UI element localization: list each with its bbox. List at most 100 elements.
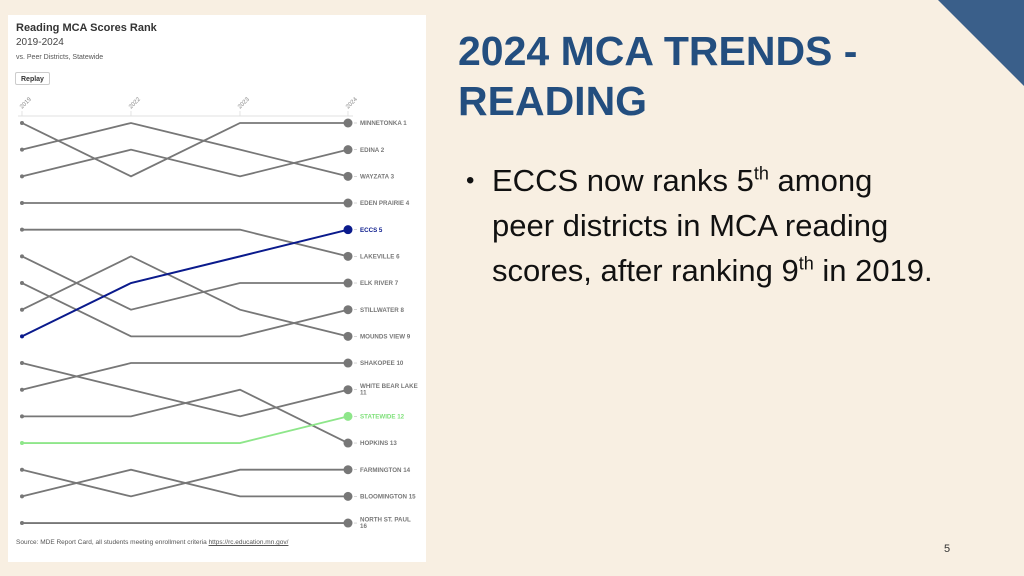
series-label: NORTH ST. PAUL 16 (360, 517, 411, 531)
chart-note: vs. Peer Districts, Statewide (16, 54, 104, 61)
series-label-line: LAKEVILLE 6 (360, 254, 400, 261)
end-point (343, 225, 353, 235)
series-label: FARMINGTON 14 (360, 467, 411, 474)
series-label: WAYZATA 3 (360, 174, 395, 181)
series-line-bloomington (21, 468, 348, 498)
series-line-mounds-view (21, 255, 349, 338)
end-point (343, 491, 353, 501)
series-label: SHAKOPEE 10 (360, 360, 404, 367)
x-tick-label: 2022 (128, 96, 142, 110)
end-point (343, 518, 353, 528)
start-point (20, 307, 24, 312)
end-point (343, 278, 353, 288)
bullet-text: ECCS now ranks 5th among peer districts … (492, 158, 942, 293)
start-point (20, 174, 24, 179)
start-point (20, 494, 24, 499)
start-point (20, 387, 24, 392)
end-point (343, 171, 353, 181)
end-point (343, 331, 353, 341)
series-label-line: SHAKOPEE 10 (360, 360, 404, 367)
start-point (20, 361, 24, 366)
series-line-hopkins (22, 388, 349, 444)
start-point (20, 147, 24, 152)
series-label-line: ELK RIVER 7 (360, 280, 399, 287)
start-point (20, 254, 24, 259)
slide-title: 2024 MCA TRENDS - READING (458, 28, 858, 124)
chart-title: Reading MCA Scores Rank (16, 22, 157, 34)
start-point (20, 441, 24, 446)
start-point (20, 201, 24, 206)
series-line-statewide (22, 415, 349, 444)
series-line-white-bear-lake (21, 362, 349, 418)
series-line-minnetonka (21, 122, 348, 178)
start-point (20, 121, 24, 125)
series-label-line: MINNETONKA 1 (360, 120, 407, 127)
start-point (20, 334, 24, 339)
series-label: BLOOMINGTON 15 (360, 494, 416, 501)
series-label-line: ECCS 5 (360, 227, 383, 234)
series-line-stillwater (21, 282, 349, 338)
start-point (20, 414, 24, 419)
end-point (343, 305, 353, 315)
x-tick-label: 2023 (237, 96, 251, 110)
series-label-line: BLOOMINGTON 15 (360, 494, 416, 501)
series-label-line: EDEN PRAIRIE 4 (360, 200, 410, 207)
end-point (343, 358, 353, 368)
series-label: HOPKINS 13 (360, 440, 397, 447)
end-point (343, 385, 353, 395)
start-point (20, 281, 24, 286)
series-line-eccs (21, 228, 349, 338)
replay-button[interactable]: Replay (15, 72, 50, 85)
series-label-line: FARMINGTON 14 (360, 467, 411, 474)
series-label-line: 16 (360, 523, 367, 530)
x-tick-label: 2019 (19, 96, 33, 110)
end-point (343, 251, 353, 261)
series-label: STATEWIDE 12 (360, 414, 405, 421)
series-label-line: WAYZATA 3 (360, 174, 395, 181)
series-label: ECCS 5 (360, 227, 383, 234)
end-point (343, 118, 353, 128)
series-label-line: STILLWATER 8 (360, 307, 404, 314)
source-text: Source: MDE Report Card, all students me… (16, 539, 209, 546)
end-point (343, 145, 353, 155)
series-label: MINNETONKA 1 (360, 120, 407, 127)
series-label: STILLWATER 8 (360, 307, 404, 314)
chart-panel: Reading MCA Scores Rank 2019-2024 vs. Pe… (8, 15, 426, 562)
chart-source: Source: MDE Report Card, all students me… (16, 539, 288, 546)
series-label-line: STATEWIDE 12 (360, 414, 405, 421)
x-tick-label: 2024 (345, 96, 359, 110)
start-point (20, 467, 24, 472)
series-label: ELK RIVER 7 (360, 280, 399, 287)
end-point (343, 465, 353, 475)
source-link[interactable]: https://rc.education.mn.gov/ (208, 539, 289, 546)
bullet-icon: • (466, 167, 475, 194)
series-label-line: HOPKINS 13 (360, 440, 397, 447)
bullet-text-part: among peer districts in MCA reading scor… (492, 163, 889, 288)
corner-triangle-decoration (938, 0, 1024, 86)
page-number: 5 (944, 543, 951, 555)
bullet-text-part: in 2019. (813, 253, 933, 288)
series-label: LAKEVILLE 6 (360, 254, 400, 261)
series-line-shakopee (21, 362, 348, 391)
bump-chart: 2019 2022 2023 2024 MINNETONKA 1 EDINA 2 WAYZA… (18, 96, 418, 531)
series-label: EDEN PRAIRIE 4 (360, 200, 410, 207)
chart-subtitle: 2019-2024 (16, 37, 64, 48)
bullet-superscript: th (798, 253, 814, 274)
start-point (20, 521, 24, 526)
series-label: EDINA 2 (360, 147, 385, 154)
series-line-wayzata (21, 122, 349, 178)
series-label-line: NORTH ST. PAUL (360, 517, 411, 524)
end-point (343, 411, 353, 421)
end-point (343, 438, 353, 448)
bullet-superscript: th (753, 163, 769, 184)
start-point (20, 227, 24, 232)
end-point (343, 198, 353, 208)
series-label-line: 11 (360, 390, 367, 397)
series-label-line: MOUNDS VIEW 9 (360, 334, 411, 341)
series-line-edina (21, 148, 349, 178)
series-label: WHITE BEAR LAKE 11 (360, 383, 418, 397)
series-label-line: WHITE BEAR LAKE (360, 383, 418, 390)
series-line-lakeville (22, 228, 349, 258)
series-label: MOUNDS VIEW 9 (360, 334, 411, 341)
series-label-line: EDINA 2 (360, 147, 385, 154)
